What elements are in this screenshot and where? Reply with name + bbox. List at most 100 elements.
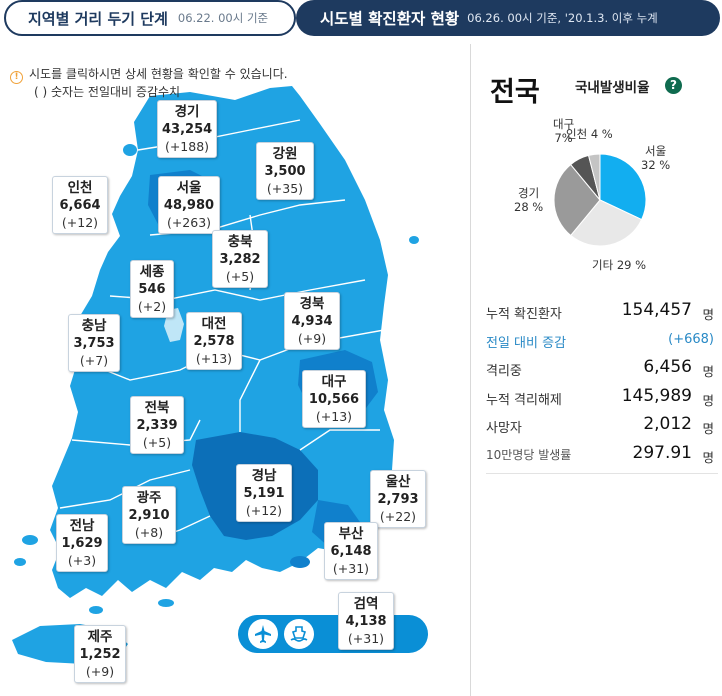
- pie-slice-기타: [569, 199, 643, 247]
- stat-value: 297.91: [632, 442, 692, 463]
- stat-unit: 명: [702, 421, 714, 436]
- region-name: 대구: [321, 374, 347, 390]
- region-delta: (+31): [347, 631, 385, 646]
- stat-unit: 명: [702, 449, 714, 465]
- pie-slice-서울: [599, 153, 647, 221]
- region-label-gangwon[interactable]: 강원 3,500 (+35): [256, 142, 314, 200]
- region-delta: (+22): [379, 509, 417, 524]
- region-count: 43,254: [162, 122, 213, 137]
- region-count: 1,252: [79, 647, 121, 662]
- region-label-sejong[interactable]: 세종 546 (+2): [130, 260, 174, 318]
- region-delta: (+2): [137, 299, 167, 314]
- region-label-daegu[interactable]: 대구 10,566 (+13): [302, 370, 366, 428]
- island-ulleung: [409, 236, 419, 244]
- region-name: 울산: [385, 474, 411, 490]
- island-south-2: [158, 599, 174, 607]
- region-label-busan[interactable]: 부산 6,148 (+31): [324, 522, 378, 580]
- stat-label: 10만명당 발생률: [486, 447, 572, 462]
- region-name: 충남: [81, 318, 107, 334]
- region-delta: (+13): [315, 409, 353, 424]
- region-name: 전북: [144, 400, 170, 416]
- stat-label: 사망자: [486, 421, 522, 436]
- region-name: 광주: [136, 490, 162, 506]
- region-name: 충북: [227, 234, 253, 250]
- stat-label: 격리중: [486, 364, 522, 379]
- stat-released: 누적 격리해제 145,989 명: [486, 384, 714, 413]
- tab-distancing-date: 06.22. 00시 기준: [177, 11, 269, 25]
- region-name: 대전: [201, 316, 227, 332]
- pie-label-incheon: 인천 4 %: [566, 127, 613, 141]
- info-icon: !: [10, 71, 23, 84]
- island-ganghwa: [123, 144, 137, 156]
- panel-divider: [470, 44, 471, 696]
- ship-icon: [284, 619, 314, 649]
- region-name: 검역: [353, 596, 379, 612]
- tab-distancing-level[interactable]: 지역별 거리 두기 단계 06.22. 00시 기준: [4, 0, 296, 36]
- region-name: 서울: [176, 180, 202, 196]
- region-label-seoul[interactable]: 서울 48,980 (+263): [158, 176, 220, 234]
- region-label-chungbuk[interactable]: 충북 3,282 (+5): [212, 230, 268, 288]
- notice-line-1: 시도를 클릭하시면 상세 현황을 확인할 수 있습니다.: [29, 67, 288, 81]
- region-label-chungnam[interactable]: 충남 3,753 (+7): [68, 314, 120, 372]
- stats-bottom-rule: [486, 473, 718, 474]
- stat-label: 누적 격리해제: [486, 392, 562, 408]
- region-label-gyeonggi[interactable]: 경기 43,254 (+188): [157, 100, 217, 158]
- region-delta: (+7): [79, 353, 109, 368]
- region-delta: (+9): [85, 664, 115, 679]
- stat-unit: 명: [702, 364, 714, 379]
- stat-value: 154,457: [621, 300, 692, 320]
- region-label-ulsan[interactable]: 울산 2,793 (+22): [370, 470, 426, 528]
- region-count: 5,191: [243, 486, 285, 501]
- quarantine-pill[interactable]: [238, 615, 428, 653]
- region-label-gyeongbuk[interactable]: 경북 4,934 (+9): [284, 292, 340, 350]
- region-delta: (+263): [166, 215, 212, 230]
- island-geoje: [290, 556, 310, 568]
- region-count: 3,753: [73, 336, 115, 351]
- help-icon[interactable]: ?: [665, 77, 682, 94]
- pie-slice-인천: [587, 153, 601, 201]
- stat-unit: 명: [702, 392, 714, 408]
- region-label-gwangju[interactable]: 광주 2,910 (+8): [122, 486, 176, 544]
- pie-label-incheon-pct: 4 %: [590, 127, 613, 141]
- region-name: 인천: [67, 180, 93, 196]
- region-name: 강원: [272, 146, 298, 162]
- region-label-gyeongnam[interactable]: 경남 5,191 (+12): [236, 464, 292, 522]
- region-count: 2,578: [193, 334, 235, 349]
- region-delta: (+13): [195, 351, 233, 366]
- region-label-jeju[interactable]: 제주 1,252 (+9): [74, 625, 126, 683]
- stat-label: 누적 확진환자: [486, 307, 562, 322]
- pie-label-other-name: 기타: [592, 258, 614, 272]
- pie-label-other: 기타 29 %: [592, 258, 646, 272]
- region-label-incheon[interactable]: 인천 6,664 (+12): [52, 176, 108, 234]
- tab-bar: 지역별 거리 두기 단계 06.22. 00시 기준 시도별 확진환자 현황 0…: [0, 0, 722, 38]
- pie-label-daegu-pct: 7%: [554, 131, 573, 145]
- region-count: 48,980: [163, 198, 215, 213]
- region-label-jeonnam[interactable]: 전남 1,629 (+3): [56, 514, 108, 572]
- notice-line-2: ( ) 숫자는 전일대비 증감수치: [34, 85, 181, 99]
- pie-label-seoul-pct: 32 %: [641, 158, 671, 172]
- pie-label-seoul: 서울 32 %: [641, 144, 670, 172]
- tab-distancing-title: 지역별 거리 두기 단계: [28, 9, 168, 28]
- pie-label-incheon-name: 인천: [566, 127, 588, 141]
- region-label-jeonbuk[interactable]: 전북 2,339 (+5): [130, 396, 184, 454]
- stat-daily-change: 전일 대비 증감 (+668): [486, 327, 714, 356]
- stat-unit: 명: [702, 307, 714, 322]
- tab-regional-cases[interactable]: 시도별 확진환자 현황 06.26. 00시 기준, '20.1.3. 이후 누…: [296, 0, 720, 36]
- region-count: 1,629: [61, 536, 103, 551]
- pie-label-other-pct: 29 %: [616, 258, 647, 272]
- stat-isolated: 격리중 6,456 명: [486, 355, 714, 384]
- region-delta: (+188): [164, 139, 210, 154]
- region-count: 4,138: [345, 614, 387, 629]
- region-count: 4,934: [291, 314, 333, 329]
- island-west-1: [22, 535, 38, 545]
- national-title: 전국: [490, 77, 540, 108]
- pie-label-gyeonggi: 경기 28 %: [514, 186, 543, 214]
- region-delta: (+12): [245, 503, 283, 518]
- region-name: 제주: [87, 629, 113, 645]
- region-delta: (+8): [134, 525, 164, 540]
- region-count: 6,148: [330, 544, 372, 559]
- region-label-daejeon[interactable]: 대전 2,578 (+13): [186, 312, 242, 370]
- region-delta: (+31): [332, 561, 370, 576]
- region-label-quarantine[interactable]: 검역 4,138 (+31): [338, 592, 394, 650]
- region-delta: (+12): [61, 215, 99, 230]
